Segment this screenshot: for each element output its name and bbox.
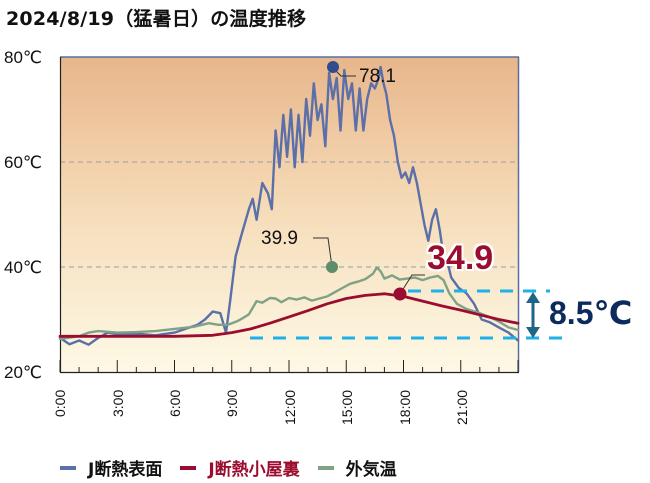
peak-marker-surface <box>327 61 339 73</box>
legend-label-attic: J断熱小屋裏 <box>208 460 300 480</box>
annotation-outdoor-peak: 39.9 <box>261 228 298 249</box>
legend-label-outdoor: 外気温 <box>345 460 397 480</box>
peak-marker-attic <box>393 287 407 301</box>
legend-swatch-attic <box>180 465 197 470</box>
leader-34 <box>399 274 425 295</box>
legend-label-surface: J断熱表面 <box>88 460 163 480</box>
y-tick-20: 20℃ <box>4 363 43 382</box>
x-tick-15: 15:00 <box>339 389 355 425</box>
peak-marker-outdoor <box>326 261 338 273</box>
annotation-attic-peak: 34.9 <box>427 239 494 277</box>
x-tick-12: 12:00 <box>282 389 298 425</box>
series-line-surface <box>58 65 520 346</box>
leader-39 <box>313 237 333 268</box>
y-tick-60: 60℃ <box>4 153 43 172</box>
series-line-outdoor <box>58 266 520 341</box>
x-tick-9: 9:00 <box>224 389 240 417</box>
legend-item-surface: J断熱表面 <box>60 455 162 480</box>
legend: J断熱表面 J断熱小屋裏 外気温 <box>60 455 415 480</box>
x-tick-6: 6:00 <box>167 389 183 417</box>
double-arrow-icon <box>526 292 540 338</box>
x-axis-ticks <box>59 360 519 372</box>
x-tick-0: 0:00 <box>52 389 68 417</box>
legend-item-outdoor: 外気温 <box>317 455 397 480</box>
chart-title: 2024/8/19（猛暑日）の温度推移 <box>6 8 307 30</box>
x-tick-21: 21:00 <box>454 389 470 425</box>
y-tick-80: 80℃ <box>4 48 43 67</box>
y-tick-40: 40℃ <box>4 258 43 277</box>
series-line-attic <box>58 292 520 338</box>
legend-swatch-surface <box>60 465 76 470</box>
difference-label: 8.5℃ <box>549 295 633 331</box>
legend-item-attic: J断熱小屋裏 <box>180 455 300 480</box>
x-tick-18: 18:00 <box>397 389 413 425</box>
legend-swatch-outdoor <box>317 465 334 470</box>
annotation-surface-peak: 78.1 <box>359 66 396 87</box>
series-lines <box>58 65 520 346</box>
x-tick-3: 3:00 <box>110 389 126 417</box>
plot-background <box>60 57 518 372</box>
